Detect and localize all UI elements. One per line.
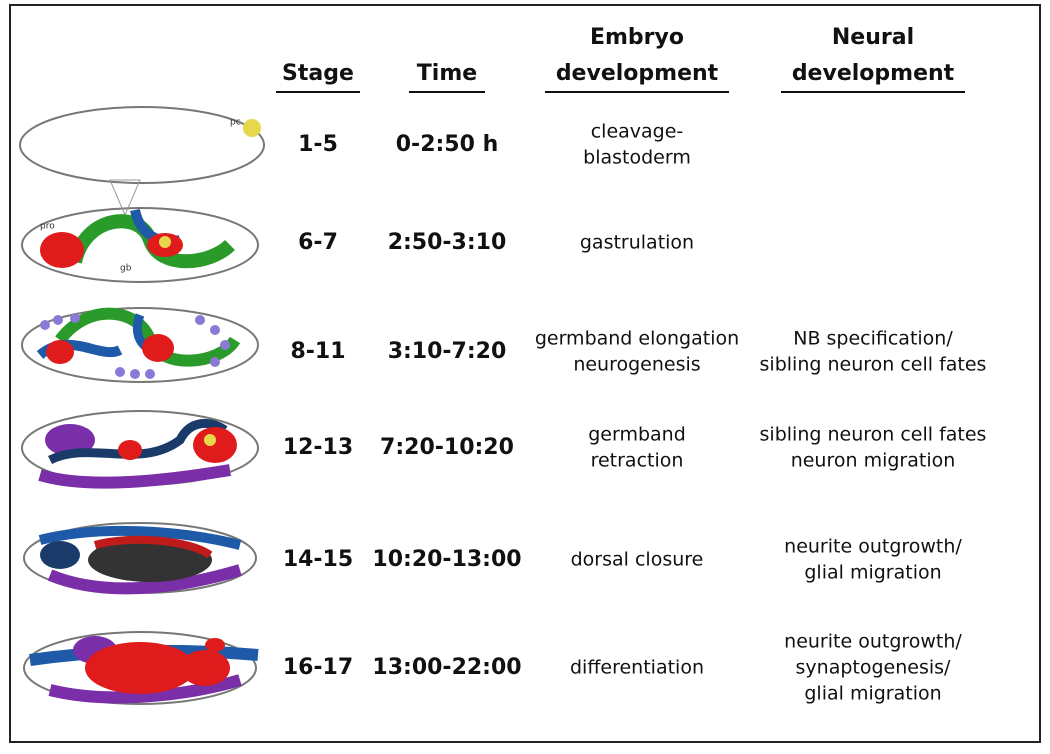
neural-cell: neuron migration: [791, 450, 956, 472]
time-cell: 7:20-10:20: [380, 435, 514, 460]
time-cell: 0-2:50 h: [396, 132, 498, 157]
embryo-label: gb: [120, 264, 132, 274]
neural-cell: glial migration: [804, 683, 941, 705]
time-cell: 2:50-3:10: [388, 230, 507, 255]
column-header: Neural: [832, 25, 914, 50]
neural-cell: sibling neuron cell fates: [760, 424, 987, 446]
column-header: Time: [417, 61, 477, 86]
embryo-cell: dorsal closure: [571, 549, 704, 571]
embryo-cell: differentiation: [570, 657, 704, 679]
column-header: development: [556, 61, 719, 86]
embryo-label: pro: [40, 222, 55, 232]
embryo-cell: retraction: [591, 450, 684, 472]
stage-cell: 14-15: [283, 547, 353, 572]
time-cell: 13:00-22:00: [372, 655, 521, 680]
embryo-cell: germband: [588, 424, 686, 446]
stage-cell: 16-17: [283, 655, 353, 680]
neural-cell: glial migration: [804, 562, 941, 584]
embryo-cell: germband elongation: [535, 328, 739, 350]
stage-cell: 6-7: [298, 230, 338, 255]
neural-cell: neurite outgrowth/: [784, 631, 962, 653]
neural-cell: neurite outgrowth/: [784, 536, 962, 558]
embryo-cell: cleavage-: [591, 121, 684, 143]
embryo-cell: blastoderm: [583, 147, 691, 169]
column-header: development: [792, 61, 955, 86]
embryo-label: pc: [230, 118, 241, 128]
embryo-cell: gastrulation: [580, 232, 694, 254]
embryo-1: pc: [19, 106, 265, 184]
embryo-3: [21, 307, 259, 383]
embryo-6: [23, 631, 259, 705]
stage-cell: 12-13: [283, 435, 353, 460]
neural-cell: NB specification/: [793, 328, 953, 350]
embryo-4: [21, 410, 259, 489]
stage-cell: 1-5: [298, 132, 338, 157]
column-header: Embryo: [590, 25, 684, 50]
neural-cell: sibling neuron cell fates: [760, 354, 987, 376]
embryo-cell: neurogenesis: [573, 354, 700, 376]
time-cell: 3:10-7:20: [388, 339, 507, 364]
time-cell: 10:20-13:00: [372, 547, 521, 572]
stage-cell: 8-11: [290, 339, 345, 364]
column-header: Stage: [282, 61, 354, 86]
embryo-2: pro gb: [21, 179, 259, 283]
neural-cell: synaptogenesis/: [796, 657, 952, 679]
embryo-5: [23, 522, 257, 595]
embryo-drawings: pc pro gb: [19, 106, 265, 705]
